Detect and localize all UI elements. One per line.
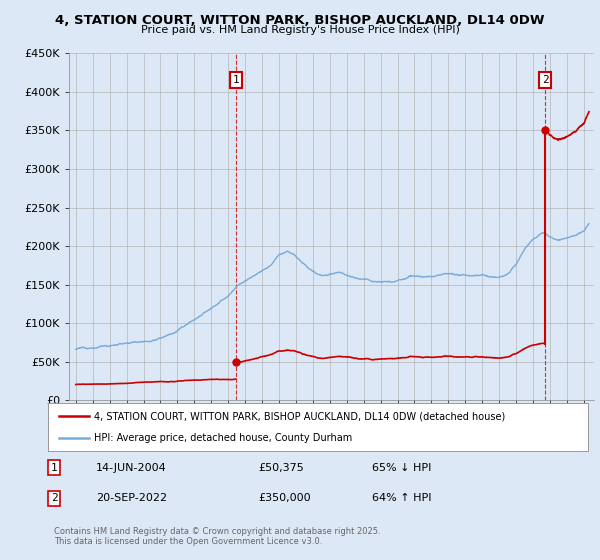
Text: £350,000: £350,000 bbox=[258, 493, 311, 503]
Text: 2: 2 bbox=[50, 493, 58, 503]
Text: HPI: Average price, detached house, County Durham: HPI: Average price, detached house, Coun… bbox=[94, 433, 352, 443]
Text: 1: 1 bbox=[50, 463, 58, 473]
Text: Price paid vs. HM Land Registry's House Price Index (HPI): Price paid vs. HM Land Registry's House … bbox=[140, 25, 460, 35]
Text: £50,375: £50,375 bbox=[258, 463, 304, 473]
Text: 20-SEP-2022: 20-SEP-2022 bbox=[96, 493, 167, 503]
Text: 4, STATION COURT, WITTON PARK, BISHOP AUCKLAND, DL14 0DW: 4, STATION COURT, WITTON PARK, BISHOP AU… bbox=[55, 14, 545, 27]
Text: Contains HM Land Registry data © Crown copyright and database right 2025.
This d: Contains HM Land Registry data © Crown c… bbox=[54, 526, 380, 546]
Text: 14-JUN-2004: 14-JUN-2004 bbox=[96, 463, 167, 473]
Text: 2: 2 bbox=[542, 75, 548, 85]
Text: 65% ↓ HPI: 65% ↓ HPI bbox=[372, 463, 431, 473]
Text: 1: 1 bbox=[232, 75, 239, 85]
Text: 64% ↑ HPI: 64% ↑ HPI bbox=[372, 493, 431, 503]
Text: 4, STATION COURT, WITTON PARK, BISHOP AUCKLAND, DL14 0DW (detached house): 4, STATION COURT, WITTON PARK, BISHOP AU… bbox=[94, 411, 505, 421]
